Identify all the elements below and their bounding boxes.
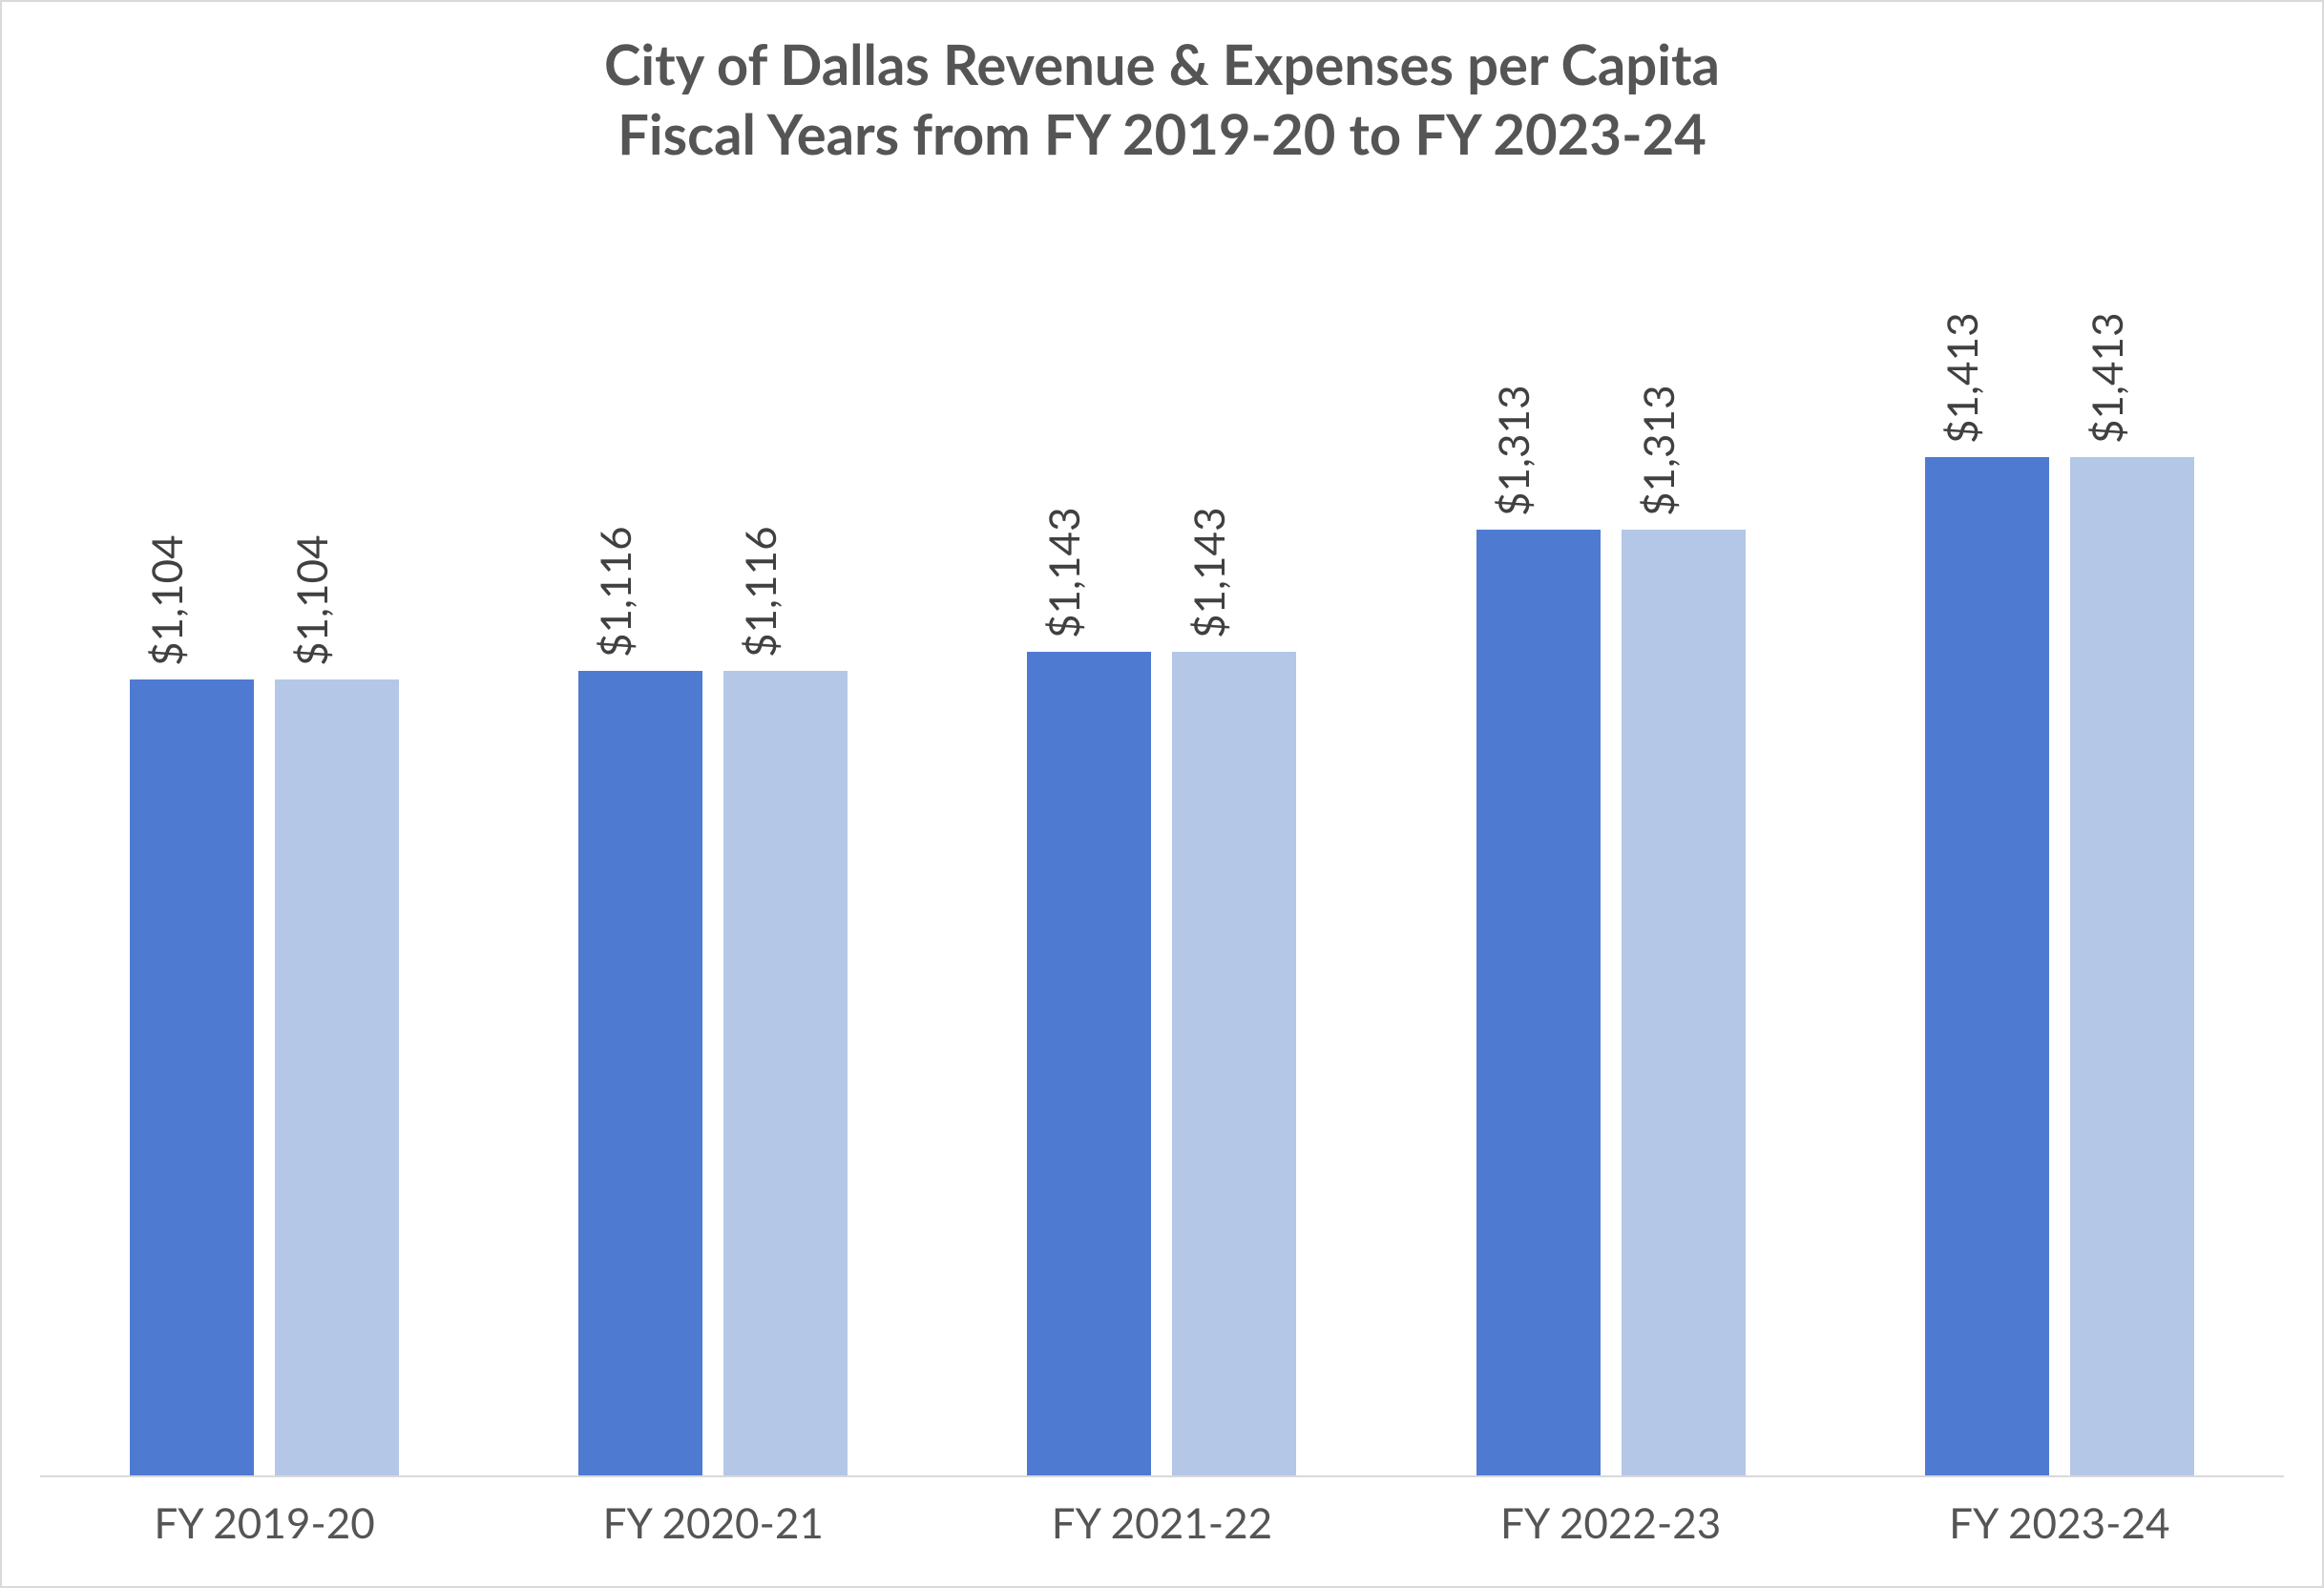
bar-value-label: $1,116 bbox=[591, 527, 640, 658]
bar-group: $1,143$1,143 bbox=[956, 178, 1367, 1475]
chart-frame: City of Dallas Revenue & Expenses per Ca… bbox=[0, 0, 2324, 1588]
bar-group: $1,104$1,104 bbox=[59, 178, 470, 1475]
bar-expenses: $1,104 bbox=[275, 679, 399, 1475]
bar-value-label: $1,413 bbox=[2083, 313, 2132, 445]
bar-group: $1,313$1,313 bbox=[1406, 178, 1816, 1475]
x-axis-label: FY 2023-24 bbox=[1854, 1498, 2265, 1548]
bar-revenue: $1,116 bbox=[578, 671, 702, 1475]
x-axis-label: FY 2022-23 bbox=[1406, 1498, 1816, 1548]
bar-value-label: $1,116 bbox=[736, 527, 785, 658]
bar-group: $1,413$1,413 bbox=[1854, 178, 2265, 1475]
bar-value-label: $1,104 bbox=[142, 535, 192, 667]
chart-title-line-2: Fiscal Years from FY 2019-20 to FY 2023-… bbox=[618, 101, 1706, 167]
chart-title-line-1: City of Dallas Revenue & Expenses per Ca… bbox=[604, 31, 1720, 97]
bar-value-label: $1,413 bbox=[1937, 313, 1987, 445]
bar-expenses: $1,116 bbox=[723, 671, 848, 1475]
bar-revenue: $1,413 bbox=[1925, 457, 2049, 1475]
x-axis-label: FY 2020-21 bbox=[508, 1498, 918, 1548]
bar-value-label: $1,143 bbox=[1039, 507, 1089, 638]
bar-value-label: $1,143 bbox=[1184, 507, 1234, 638]
plot-area: $1,104$1,104$1,116$1,116$1,143$1,143$1,3… bbox=[40, 178, 2284, 1477]
bar-value-label: $1,313 bbox=[1634, 385, 1684, 516]
x-axis-label: FY 2019-20 bbox=[59, 1498, 470, 1548]
bar-group: $1,116$1,116 bbox=[508, 178, 918, 1475]
x-axis-label: FY 2021-22 bbox=[956, 1498, 1367, 1548]
bar-revenue: $1,143 bbox=[1027, 652, 1151, 1475]
bar-expenses: $1,143 bbox=[1172, 652, 1296, 1475]
bar-revenue: $1,313 bbox=[1476, 530, 1601, 1475]
bar-value-label: $1,104 bbox=[287, 535, 337, 667]
bar-expenses: $1,313 bbox=[1622, 530, 1746, 1475]
x-axis: FY 2019-20 FY 2020-21 FY 2021-22 FY 2022-23… bbox=[40, 1477, 2284, 1548]
bar-expenses: $1,413 bbox=[2070, 457, 2194, 1475]
bar-value-label: $1,313 bbox=[1489, 385, 1539, 516]
bar-revenue: $1,104 bbox=[130, 679, 254, 1475]
chart-title: City of Dallas Revenue & Expenses per Ca… bbox=[40, 31, 2284, 169]
plot-wrap: $1,104$1,104$1,116$1,116$1,143$1,143$1,3… bbox=[40, 178, 2284, 1548]
